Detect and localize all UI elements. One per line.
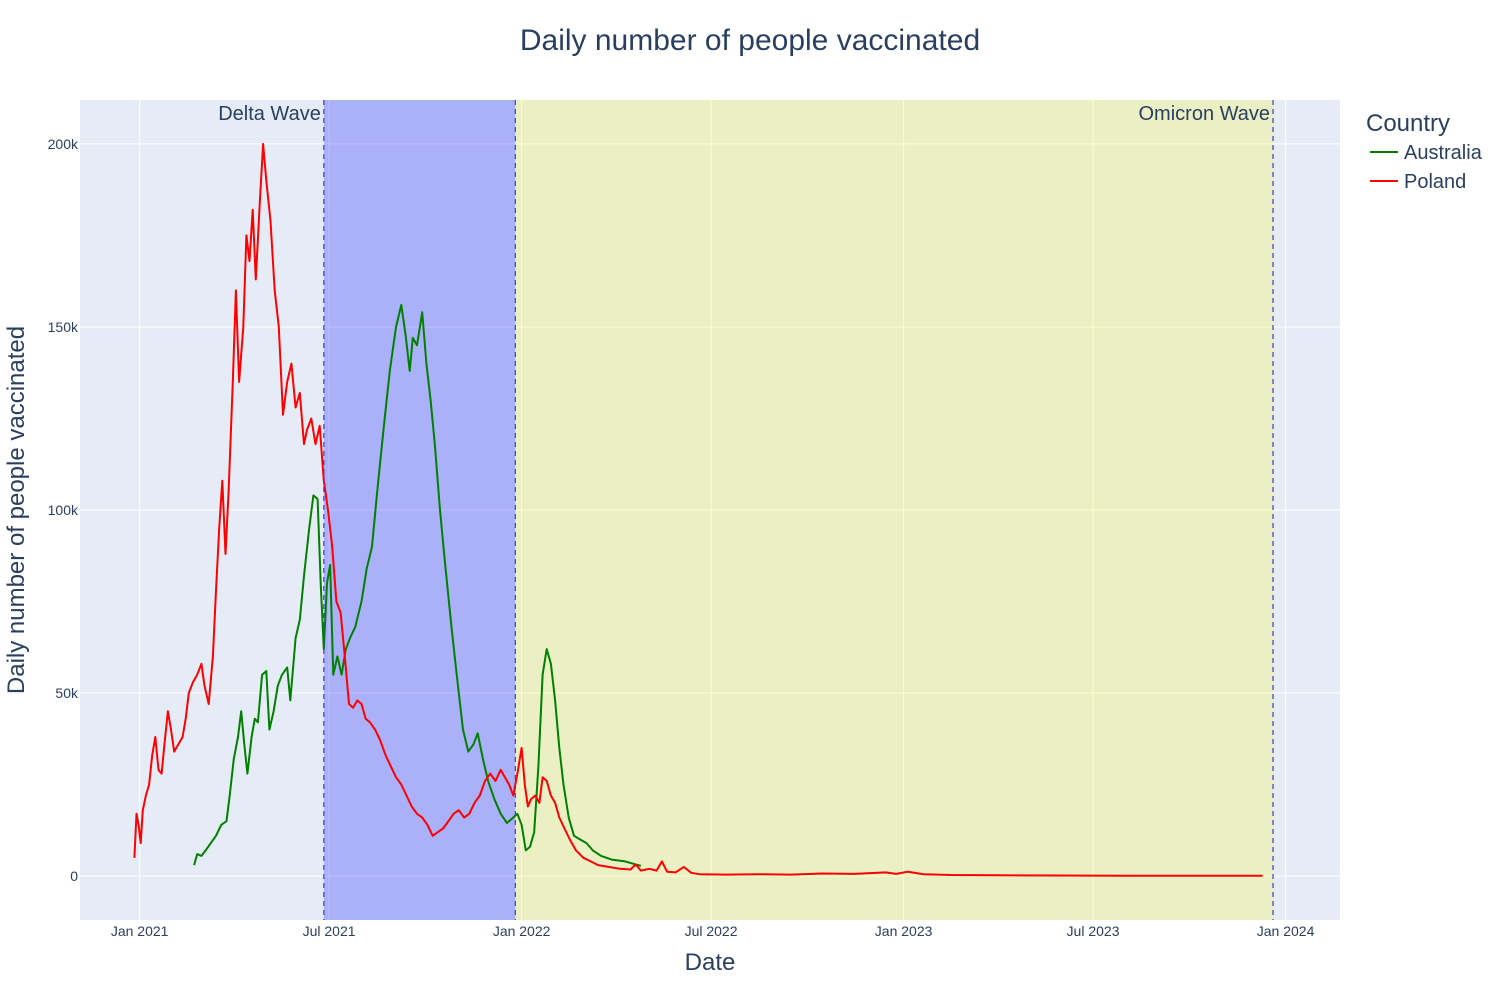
x-axis-ticks: Jan 2021 Jul 2021 Jan 2022 Jul 2022 Jan 2023… [111, 923, 1315, 939]
y-tick-label: 200k [48, 136, 79, 152]
band-label: Omicron Wave [1139, 103, 1271, 125]
legend-label-australia: Australia [1404, 142, 1483, 164]
x-tick-label: Jul 2022 [685, 923, 738, 939]
data-series [133, 142, 1263, 877]
x-tick-label: Jan 2021 [111, 923, 169, 939]
legend: Country Australia Poland [1366, 110, 1483, 193]
x-tick-label: Jul 2021 [303, 923, 356, 939]
band-omicron-wave [515, 100, 1274, 920]
chart-title: Daily number of people vaccinated [520, 24, 980, 57]
x-tick-label: Jul 2023 [1067, 923, 1120, 939]
legend-items: Australia Poland [1370, 142, 1483, 193]
legend-title: Country [1366, 110, 1450, 137]
annotations: Delta Wave Omicron Wave [218, 100, 1274, 920]
y-tick-label: 150k [48, 319, 79, 335]
band-label: Delta Wave [218, 103, 321, 125]
series-line-australia [193, 304, 642, 867]
y-tick-label: 0 [70, 868, 78, 884]
x-tick-label: Jan 2024 [1257, 923, 1315, 939]
y-axis-title: Daily number of people vaccinated [3, 326, 30, 694]
y-tick-label: 100k [48, 502, 79, 518]
x-tick-label: Jan 2022 [493, 923, 551, 939]
x-axis-title: Date [685, 949, 736, 976]
band-delta-wave [323, 100, 516, 920]
series-line-poland [133, 142, 1263, 877]
legend-label-poland: Poland [1404, 171, 1466, 193]
y-tick-label: 50k [55, 685, 79, 701]
y-axis-ticks: 0 50k 100k 150k 200k [48, 136, 79, 884]
x-tick-label: Jan 2023 [875, 923, 933, 939]
wave-bands [323, 100, 1274, 920]
